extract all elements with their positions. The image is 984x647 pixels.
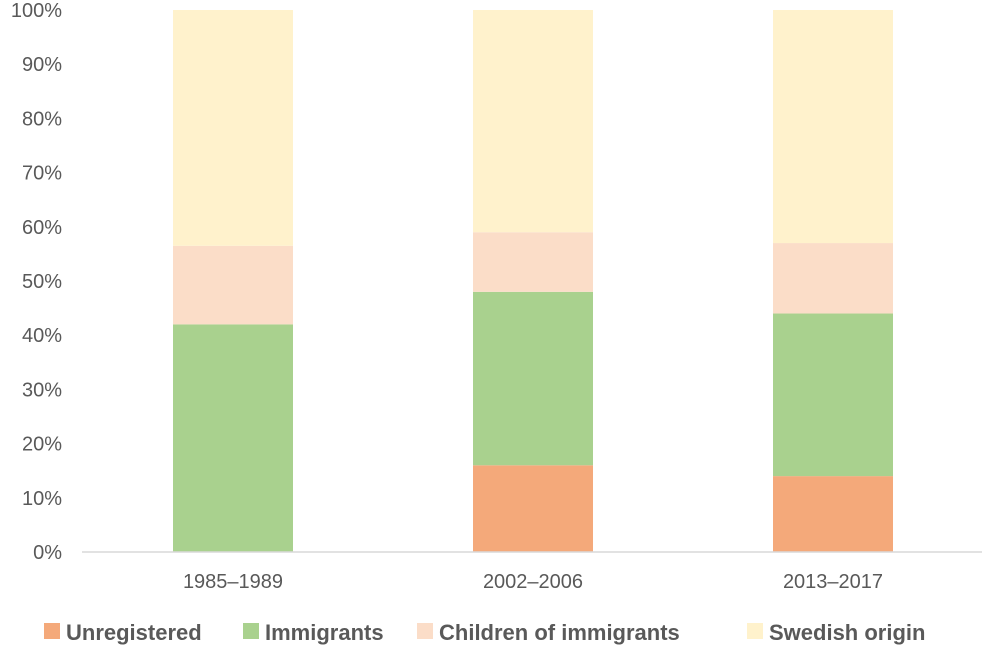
legend-label-swedish-origin: Swedish origin	[769, 620, 925, 645]
bar-children-of-immigrants-2013-2017	[773, 243, 893, 314]
y-tick-label: 50%	[22, 271, 62, 293]
bar-immigrants-2002-2006	[473, 291, 593, 466]
y-tick-label: 30%	[22, 379, 62, 401]
y-tick-label: 100%	[11, 0, 62, 22]
legend: Unregistered Immigrants Children of immigr…	[44, 620, 925, 645]
y-tick-label: 80%	[22, 108, 62, 130]
x-tick-label: 1985–1989	[183, 571, 283, 593]
bar-immigrants-2013-2017	[773, 313, 893, 477]
bar-swedish-origin-2002-2006	[473, 10, 593, 233]
y-tick-label: 0%	[33, 542, 62, 564]
bar-immigrants-1985-1989	[173, 324, 293, 552]
legend-swatch-children-of-immigrants	[417, 623, 433, 639]
legend-swatch-swedish-origin	[747, 623, 763, 639]
legend-swatch-unregistered	[44, 623, 60, 639]
bar-children-of-immigrants-2002-2006	[473, 232, 593, 292]
legend-label-immigrants: Immigrants	[265, 620, 384, 645]
legend-swatch-immigrants	[243, 623, 259, 639]
bar-unregistered-2002-2006	[473, 465, 593, 552]
bar-unregistered-2013-2017	[773, 476, 893, 552]
legend-label-children-of-immigrants: Children of immigrants	[439, 620, 680, 645]
y-tick-label: 20%	[22, 434, 62, 456]
bars	[173, 10, 893, 552]
bar-swedish-origin-1985-1989	[173, 10, 293, 246]
y-tick-label: 70%	[22, 163, 62, 185]
bar-children-of-immigrants-1985-1989	[173, 245, 293, 325]
bar-swedish-origin-2013-2017	[773, 10, 893, 244]
x-tick-label: 2002–2006	[483, 571, 583, 593]
y-tick-label: 60%	[22, 217, 62, 239]
legend-label-unregistered: Unregistered	[66, 620, 202, 645]
y-tick-label: 90%	[22, 54, 62, 76]
y-axis-ticks: 0% 10% 20% 30% 40% 50% 60% 70% 80% 90% 100%	[11, 0, 62, 564]
y-tick-label: 40%	[22, 325, 62, 347]
y-tick-label: 10%	[22, 488, 62, 510]
x-tick-label: 2013–2017	[783, 571, 883, 593]
x-axis-ticks: 1985–1989 2002–2006 2013–2017	[183, 571, 883, 593]
